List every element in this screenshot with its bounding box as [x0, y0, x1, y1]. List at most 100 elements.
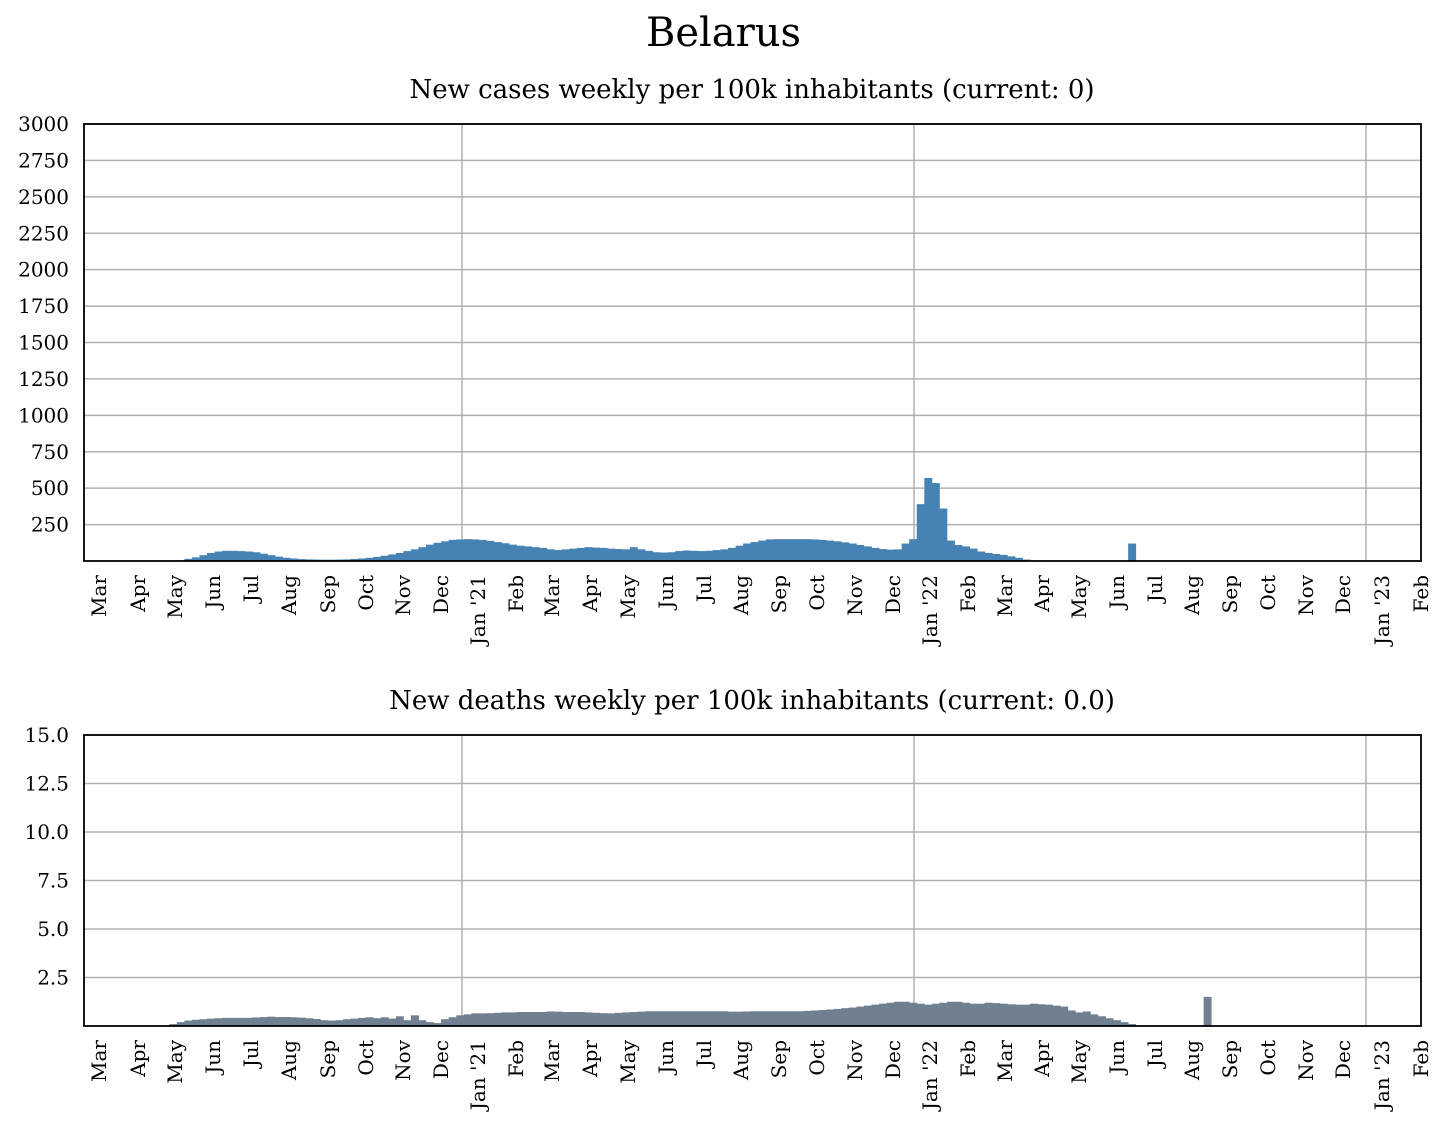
bar-deaths	[561, 1012, 570, 1026]
bar-deaths	[614, 1012, 623, 1026]
bar-deaths	[305, 1018, 314, 1026]
x-tick-label: Aug	[277, 1040, 301, 1081]
y-tick-label: 1500	[18, 331, 69, 355]
bar-deaths	[184, 1020, 193, 1026]
x-tick-label: Dec	[881, 1040, 905, 1079]
x-tick-label: Apr	[1030, 575, 1054, 613]
bar-deaths	[358, 1017, 366, 1026]
x-tick-label: Jul	[239, 1040, 263, 1069]
bar-deaths	[675, 1011, 684, 1026]
bar-cases	[290, 558, 299, 561]
bar-cases	[388, 554, 397, 561]
bar-deaths	[395, 1016, 404, 1026]
x-tick-label: Sep	[767, 575, 791, 613]
bar-deaths	[992, 1003, 1001, 1026]
bar-cases	[448, 539, 457, 561]
bar-cases	[410, 549, 419, 561]
bar-cases	[811, 539, 819, 561]
bar-cases	[924, 477, 933, 561]
bar-deaths	[690, 1011, 699, 1026]
bar-cases	[818, 539, 827, 561]
bar-cases	[471, 539, 480, 561]
x-tick-label: Jul	[692, 575, 716, 604]
y-tick-label: 5.0	[37, 917, 69, 941]
bar-deaths	[501, 1012, 510, 1026]
bar-cases	[750, 542, 759, 561]
bar-cases	[252, 552, 261, 561]
y-tick-label: 250	[31, 513, 69, 537]
x-tick-label: Mar	[993, 1040, 1017, 1082]
x-tick-label: Sep	[316, 1040, 340, 1078]
bar-deaths	[901, 1001, 910, 1026]
bar-cases	[1014, 557, 1023, 561]
x-tick-label: Jan '23	[1370, 575, 1394, 647]
y-tick-label: 2750	[18, 148, 69, 172]
bar-cases	[977, 551, 986, 561]
x-tick-label: Sep	[316, 575, 340, 613]
bar-deaths	[735, 1011, 744, 1026]
bar-deaths	[1067, 1010, 1076, 1026]
bar-deaths	[199, 1019, 208, 1026]
bar-deaths	[1097, 1016, 1106, 1026]
bar-deaths	[592, 1012, 601, 1026]
y-tick-label: 2.5	[37, 966, 69, 990]
bar-deaths	[999, 1003, 1008, 1026]
bar-cases	[380, 555, 389, 561]
x-tick-label: Aug	[729, 1040, 753, 1081]
bar-deaths	[471, 1013, 480, 1026]
bar-deaths	[554, 1011, 563, 1026]
chart-title-deaths: New deaths weekly per 100k inhabitants (…	[389, 686, 1115, 716]
bar-cases	[207, 552, 215, 561]
bar-deaths	[350, 1018, 359, 1026]
bar-deaths	[879, 1003, 887, 1026]
bar-cases	[728, 547, 736, 561]
bar-cases	[939, 508, 948, 561]
y-tick-label: 2500	[18, 185, 69, 209]
bar-deaths	[252, 1017, 261, 1026]
bar-deaths	[1105, 1018, 1114, 1026]
x-tick-label: Jan '21	[466, 1040, 490, 1112]
bar-deaths	[712, 1011, 721, 1026]
x-tick-label: Dec	[1331, 1040, 1355, 1079]
x-tick-label: Apr	[578, 1040, 602, 1078]
x-tick-label: Jul	[692, 1040, 716, 1069]
bar-deaths	[939, 1002, 948, 1026]
bar-cases	[607, 548, 616, 561]
y-tick-label: 7.5	[37, 869, 69, 893]
bar-cases	[667, 552, 676, 561]
x-tick-label: Aug	[1180, 575, 1204, 616]
x-tick-label: Mar	[87, 575, 111, 617]
bar-deaths	[652, 1011, 661, 1026]
bar-deaths	[1082, 1011, 1091, 1026]
x-tick-label: Jan '22	[918, 575, 942, 647]
x-tick-label: Jun	[201, 1040, 225, 1076]
bar-cases	[682, 550, 691, 561]
x-tick-label: Aug	[1180, 1040, 1204, 1081]
bar-cases	[1007, 556, 1016, 561]
bar-cases	[803, 539, 812, 561]
bar-deaths	[758, 1011, 767, 1026]
x-tick-label: Jan '23	[1370, 1040, 1394, 1112]
bar-cases	[954, 544, 963, 561]
bar-deaths	[342, 1019, 351, 1026]
x-tick-label: Apr	[126, 1040, 150, 1078]
bar-cases	[856, 544, 865, 561]
bar-cases	[720, 549, 729, 561]
bar-cases	[841, 542, 850, 561]
bar-cases	[441, 541, 450, 561]
bar-deaths	[320, 1020, 329, 1026]
bar-deaths	[312, 1019, 321, 1026]
x-tick-label: Oct	[354, 1040, 378, 1076]
bar-cases	[554, 550, 563, 561]
bar-deaths	[493, 1012, 502, 1026]
bar-deaths	[969, 1003, 978, 1026]
bar-cases	[690, 550, 699, 561]
bar-cases	[916, 504, 925, 561]
x-tick-label: Jun	[654, 575, 678, 611]
bar-deaths	[773, 1011, 782, 1026]
bar-deaths	[426, 1022, 434, 1026]
x-tick-label: Dec	[881, 575, 905, 614]
bar-deaths	[207, 1018, 215, 1026]
bar-deaths	[1128, 1024, 1137, 1026]
